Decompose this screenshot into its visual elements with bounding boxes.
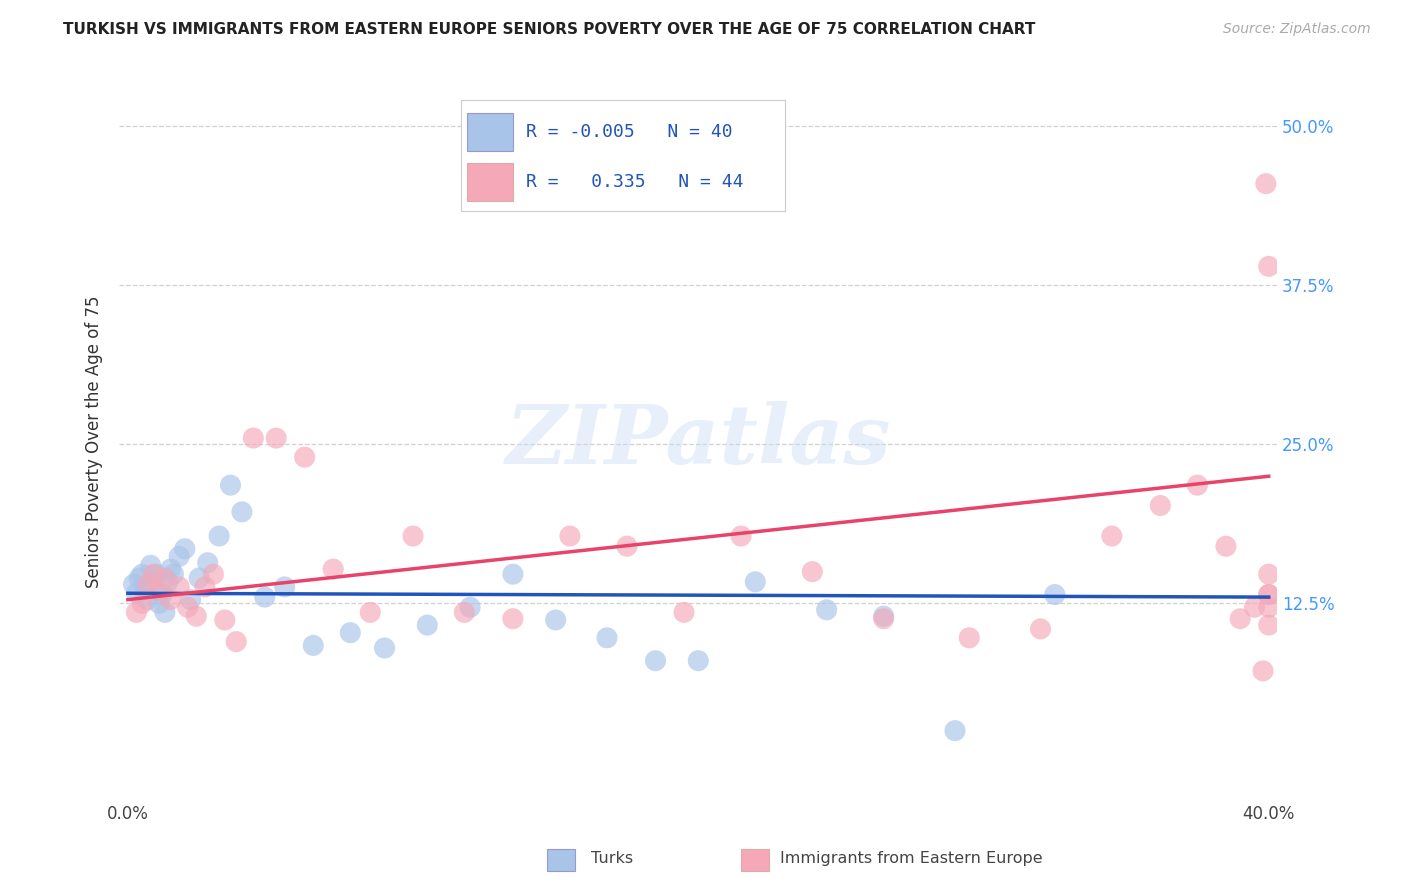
Point: [644, 654, 666, 668]
Point: [339, 625, 361, 640]
Point: [242, 431, 264, 445]
Point: [134, 580, 156, 594]
Point: [125, 605, 148, 619]
Point: [253, 590, 276, 604]
Point: [173, 541, 195, 556]
Text: Immigrants from Eastern Europe: Immigrants from Eastern Europe: [780, 851, 1043, 865]
Point: [1043, 588, 1066, 602]
Point: [402, 529, 425, 543]
Point: [214, 613, 236, 627]
Point: [359, 605, 381, 619]
Point: [197, 556, 219, 570]
Point: [125, 586, 148, 600]
Point: [153, 571, 176, 585]
Point: [159, 592, 181, 607]
Point: [558, 529, 581, 543]
Point: [416, 618, 439, 632]
Point: [1257, 600, 1279, 615]
Point: [1257, 618, 1279, 632]
Point: [194, 580, 217, 594]
Point: [122, 577, 145, 591]
Point: [150, 588, 173, 602]
Point: [458, 600, 481, 615]
Text: TURKISH VS IMMIGRANTS FROM EASTERN EUROPE SENIORS POVERTY OVER THE AGE OF 75 COR: TURKISH VS IMMIGRANTS FROM EASTERN EUROP…: [63, 22, 1036, 37]
Point: [148, 597, 170, 611]
Text: ZIPatlas: ZIPatlas: [506, 401, 891, 482]
Point: [186, 609, 208, 624]
Point: [1187, 478, 1209, 492]
Point: [231, 505, 253, 519]
Point: [801, 565, 824, 579]
Point: [177, 600, 200, 615]
Point: [225, 634, 247, 648]
Point: [872, 612, 894, 626]
Point: [1257, 588, 1279, 602]
Point: [730, 529, 752, 543]
Point: [688, 654, 710, 668]
Point: [373, 640, 395, 655]
Point: [219, 478, 242, 492]
Text: Source: ZipAtlas.com: Source: ZipAtlas.com: [1223, 22, 1371, 37]
Point: [162, 567, 184, 582]
Point: [872, 609, 894, 624]
Point: [1149, 499, 1171, 513]
Point: [167, 580, 190, 594]
Point: [136, 577, 159, 591]
Point: [131, 597, 153, 611]
Point: [142, 574, 165, 589]
Point: [616, 539, 638, 553]
Point: [1243, 600, 1265, 615]
Point: [1254, 177, 1277, 191]
Point: [273, 580, 295, 594]
Point: [156, 574, 179, 589]
Point: [744, 574, 766, 589]
Text: Turks: Turks: [591, 851, 633, 865]
Point: [1257, 567, 1279, 582]
Point: [672, 605, 695, 619]
Point: [1229, 612, 1251, 626]
Point: [153, 605, 176, 619]
Point: [943, 723, 966, 738]
Point: [264, 431, 287, 445]
Point: [142, 567, 165, 582]
Point: [136, 592, 159, 607]
Point: [544, 613, 567, 627]
Point: [139, 558, 162, 573]
Point: [1101, 529, 1123, 543]
Point: [322, 562, 344, 576]
Point: [1257, 588, 1279, 602]
Point: [1215, 539, 1237, 553]
Point: [1251, 664, 1274, 678]
Point: [202, 567, 225, 582]
Point: [1029, 622, 1052, 636]
Point: [302, 639, 325, 653]
Point: [502, 567, 524, 582]
Point: [188, 571, 211, 585]
Point: [208, 529, 231, 543]
Point: [502, 612, 524, 626]
Point: [159, 562, 181, 576]
Point: [145, 567, 167, 582]
Y-axis label: Seniors Poverty Over the Age of 75: Seniors Poverty Over the Age of 75: [86, 295, 103, 588]
Point: [453, 605, 475, 619]
Point: [128, 571, 150, 585]
Point: [131, 567, 153, 582]
Point: [815, 603, 838, 617]
Point: [167, 549, 190, 564]
Point: [957, 631, 980, 645]
Point: [596, 631, 619, 645]
Point: [148, 583, 170, 598]
Point: [1257, 260, 1279, 274]
Point: [294, 450, 316, 465]
Point: [180, 592, 202, 607]
